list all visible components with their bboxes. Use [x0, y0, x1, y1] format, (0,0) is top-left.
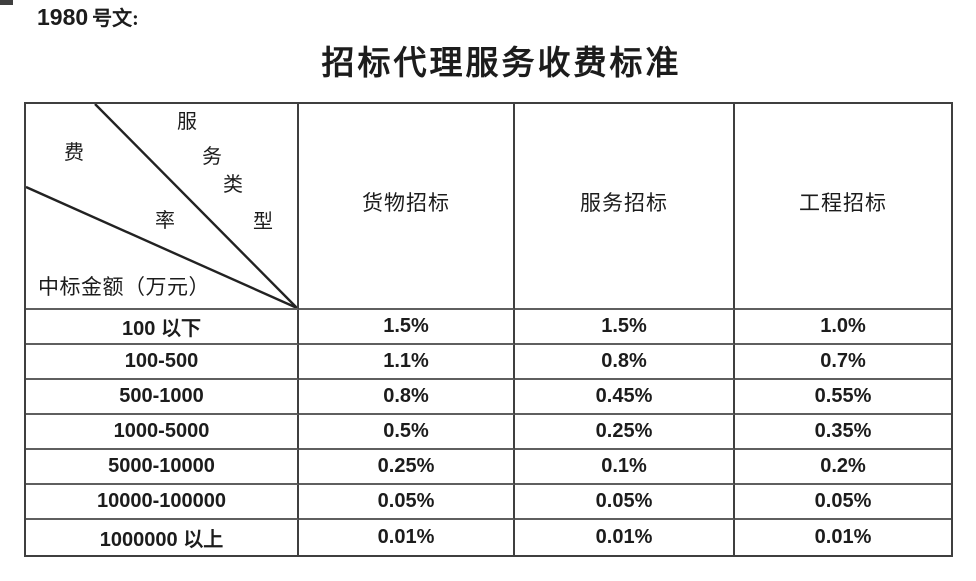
rate-cell-works: 0.2% [735, 450, 951, 485]
amount-axis-label: 中标金额（万元） [38, 275, 210, 299]
rate-cell-goods: 0.8% [299, 380, 515, 415]
doc-reference-number: 1980 [37, 4, 89, 30]
amount-range-cell: 5000-10000 [26, 450, 299, 485]
rate-cell-works: 0.55% [735, 380, 951, 415]
fee-table: 费 率 服 务 类 型 中标金额（万元） 货物招标 服务招标 工程招标 100 … [24, 102, 953, 557]
amount-range-cell: 100 以下 [26, 310, 299, 345]
rate-cell-goods: 0.5% [299, 415, 515, 450]
column-header-goods: 货物招标 [299, 104, 515, 310]
corner-type-char-3: 类 [223, 174, 243, 196]
rate-cell-works: 0.35% [735, 415, 951, 450]
corner-fee-char-1: 费 [64, 142, 84, 164]
amount-range-cell: 1000000 以上 [26, 520, 299, 555]
rate-cell-works: 0.05% [735, 485, 951, 520]
column-header-works: 工程招标 [735, 104, 951, 310]
page-corner-artifact [0, 0, 13, 5]
rate-cell-goods: 0.05% [299, 485, 515, 520]
doc-reference-suffix: 号文: [92, 8, 139, 30]
rate-cell-goods: 0.01% [299, 520, 515, 555]
amount-range-cell: 100-500 [26, 345, 299, 380]
rate-cell-services: 0.25% [515, 415, 735, 450]
rate-cell-services: 0.1% [515, 450, 735, 485]
diagonal-divider-lines [26, 104, 297, 308]
corner-fee-char-2: 率 [155, 210, 175, 232]
rate-cell-services: 0.05% [515, 485, 735, 520]
rate-cell-services: 0.01% [515, 520, 735, 555]
column-header-services: 服务招标 [515, 104, 735, 310]
corner-type-char-4: 型 [253, 211, 273, 233]
rate-cell-works: 1.0% [735, 310, 951, 345]
doc-title: 招标代理服务收费标准 [321, 46, 682, 82]
rate-cell-goods: 1.5% [299, 310, 515, 345]
amount-range-cell: 1000-5000 [26, 415, 299, 450]
amount-range-cell: 500-1000 [26, 380, 299, 415]
corner-header-cell: 费 率 服 务 类 型 中标金额（万元） [26, 104, 299, 310]
rate-cell-services: 0.45% [515, 380, 735, 415]
rate-cell-services: 1.5% [515, 310, 735, 345]
rate-cell-goods: 1.1% [299, 345, 515, 380]
corner-type-char-1: 服 [177, 111, 197, 133]
rate-cell-goods: 0.25% [299, 450, 515, 485]
rate-cell-works: 0.7% [735, 345, 951, 380]
doc-reference: 1980 号文: [37, 5, 139, 31]
rate-cell-works: 0.01% [814, 526, 872, 548]
amount-range-cell: 10000-100000 [26, 485, 299, 520]
rate-cell-services: 0.8% [515, 345, 735, 380]
corner-type-char-2: 务 [202, 146, 222, 168]
